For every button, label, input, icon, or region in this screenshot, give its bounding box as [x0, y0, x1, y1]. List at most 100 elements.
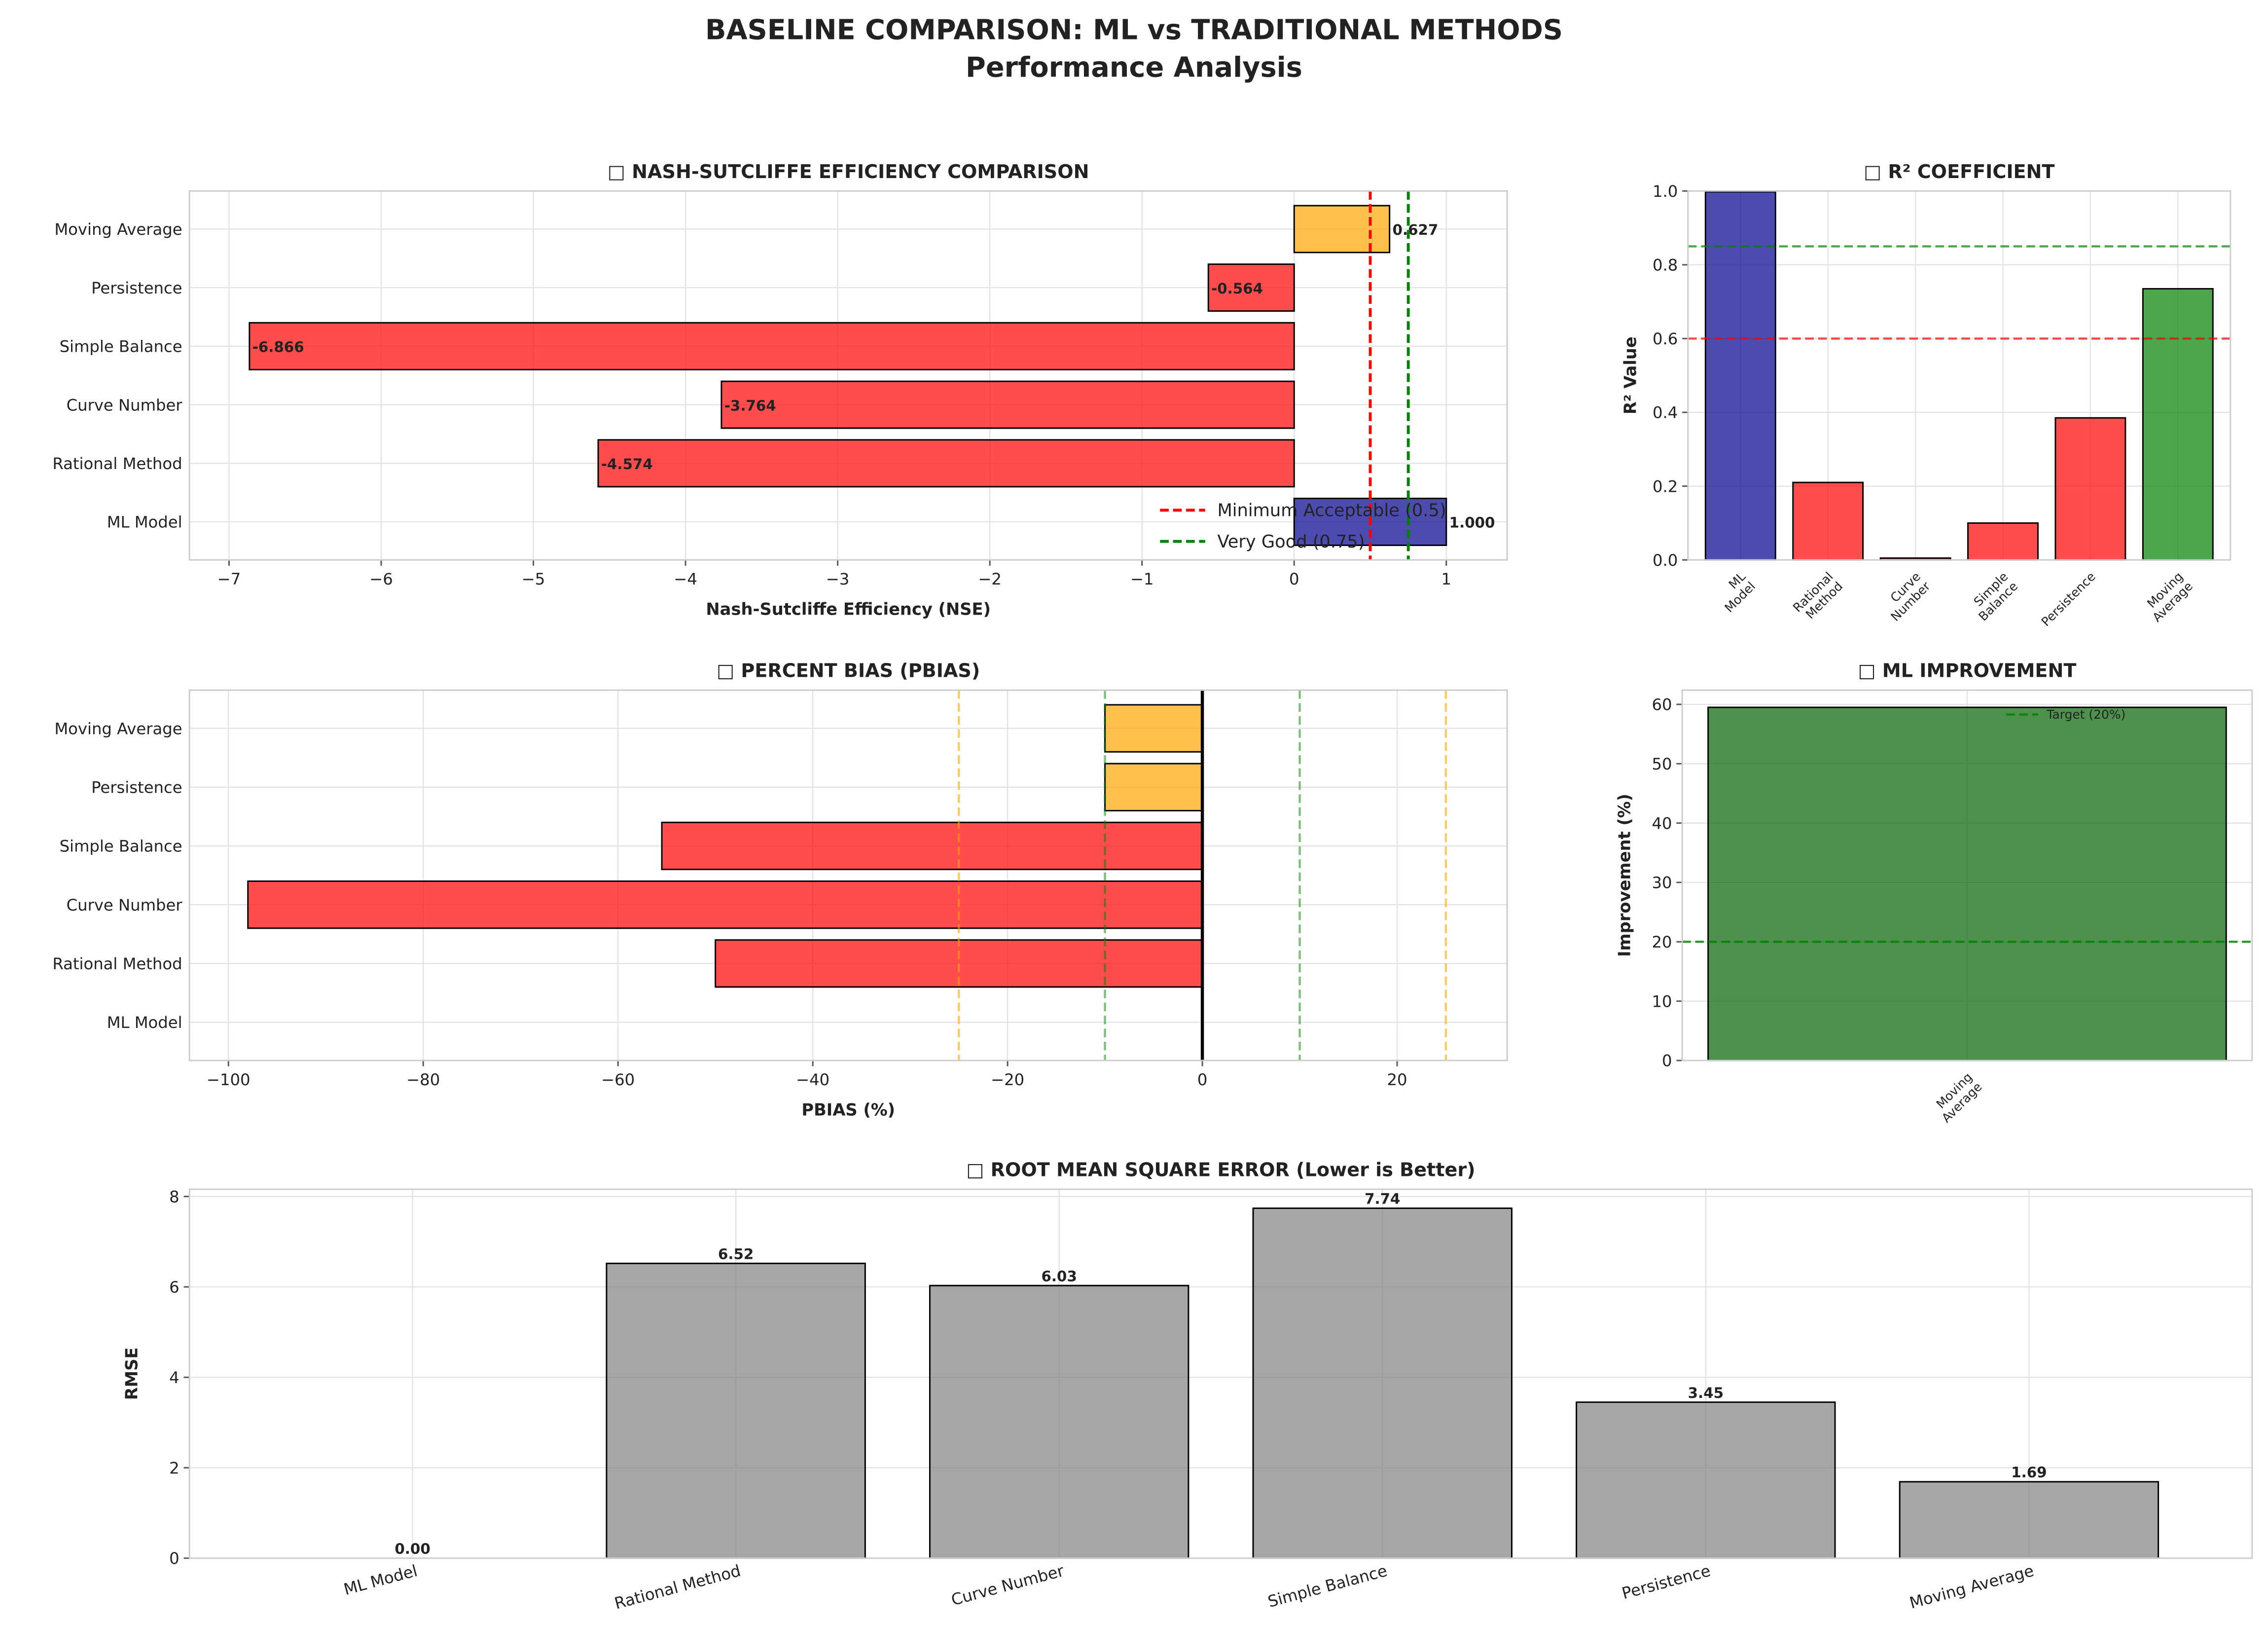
value-label: 0.627 — [1393, 221, 1439, 238]
x-tick-label: −60 — [601, 1070, 635, 1089]
subplot: □ ML IMPROVEMENT0102030405060MovingAvera… — [1615, 660, 2253, 1125]
axes-frame — [1687, 190, 2232, 561]
bar — [2054, 417, 2126, 561]
legend-label: Minimum Acceptable (0.5) — [1217, 501, 1446, 521]
value-label: -0.564 — [1211, 280, 1263, 297]
value-label: 6.52 — [718, 1246, 754, 1263]
y-tick-label: 20 — [1652, 933, 1672, 951]
x-tick-label: −6 — [369, 570, 393, 588]
x-tick-label: −4 — [674, 570, 697, 588]
value-label: -6.866 — [252, 339, 304, 356]
y-tick-label: Simple Balance — [60, 337, 182, 356]
value-label: 7.74 — [1365, 1191, 1400, 1207]
subplot-title: □ ROOT MEAN SQUARE ERROR (Lower is Bette… — [966, 1159, 1475, 1181]
axes-frame — [188, 1188, 2253, 1559]
y-tick-label: Rational Method — [52, 954, 182, 973]
y-tick-label: 10 — [1652, 992, 1672, 1011]
bar — [1576, 1401, 1836, 1559]
x-tick-label: −40 — [796, 1070, 829, 1089]
bar — [249, 322, 1295, 370]
subplot-title: □ PERCENT BIAS (PBIAS) — [717, 660, 980, 682]
bar — [247, 880, 1203, 929]
subplot: □ PERCENT BIAS (PBIAS) −100 −80 −60 −40 −20 0 2… — [52, 660, 1508, 1119]
axes-frame — [1681, 689, 2253, 1061]
y-axis-label: R² Value — [1620, 336, 1640, 414]
y-tick-label: 0.6 — [1653, 329, 1678, 348]
x-tick-label: −3 — [826, 570, 850, 588]
bar — [1899, 1481, 2160, 1559]
legend-label: Target (20%) — [2046, 707, 2125, 722]
y-tick-label: 2 — [169, 1459, 180, 1477]
y-tick-label: 0.0 — [1653, 551, 1678, 570]
y-tick-label: 0 — [169, 1549, 180, 1568]
bar — [1207, 263, 1295, 312]
y-tick-label: 40 — [1652, 814, 1672, 833]
subplot-title: □ NASH-SUTCLIFFE EFFICIENCY COMPARISON — [608, 161, 1089, 183]
y-tick-label: Moving Average — [54, 719, 182, 738]
y-tick-label: 0.8 — [1653, 256, 1678, 275]
y-tick-label: Curve Number — [67, 396, 183, 414]
y-tick-label: 4 — [169, 1368, 180, 1387]
x-tick-label: −7 — [217, 570, 241, 588]
axes-frame — [188, 689, 1508, 1061]
legend-label: Very Good (0.75) — [1217, 532, 1365, 552]
value-label: 1.69 — [2011, 1464, 2047, 1481]
value-label: -4.574 — [601, 456, 653, 473]
y-tick-label: 30 — [1652, 874, 1672, 892]
y-tick-label: Curve Number — [67, 896, 183, 914]
bar — [1967, 522, 2039, 561]
y-axis-label: Improvement (%) — [1615, 794, 1634, 957]
bar — [606, 1262, 866, 1559]
y-tick-label: 6 — [169, 1278, 180, 1297]
subplot: □ NASH-SUTCLIFFE EFFICIENCY COMPARISON −7… — [52, 161, 1508, 619]
y-tick-label: ML Model — [107, 513, 182, 532]
y-tick-label: 50 — [1652, 755, 1672, 773]
subplot-title: □ R² COEFFICIENT — [1864, 161, 2054, 183]
bar — [597, 439, 1295, 488]
bar — [1252, 1207, 1512, 1559]
x-tick-label: −80 — [406, 1070, 440, 1089]
y-axis-label: RMSE — [122, 1348, 142, 1400]
value-label: 6.03 — [1042, 1268, 1077, 1284]
x-tick-label: 0 — [1197, 1070, 1208, 1089]
x-tick-label: −5 — [522, 570, 545, 588]
bar — [2142, 288, 2214, 561]
bar — [1293, 205, 1391, 254]
subplot-title: □ ML IMPROVEMENT — [1858, 660, 2076, 682]
x-axis-label: Nash-Sutcliffe Efficiency (NSE) — [706, 600, 991, 619]
figure-title: BASELINE COMPARISON: ML vs TRADITIONAL M… — [705, 14, 1563, 46]
axes-frame — [188, 190, 1508, 561]
x-tick-label: −100 — [207, 1070, 251, 1089]
value-label: 1.000 — [1449, 514, 1495, 531]
x-tick-label: −20 — [991, 1070, 1024, 1089]
bar — [1792, 481, 1864, 561]
y-tick-label: 0.4 — [1653, 403, 1678, 422]
x-tick-label: −2 — [978, 570, 1002, 588]
bar — [1104, 763, 1203, 811]
y-tick-label: 0.2 — [1653, 477, 1678, 496]
y-tick-label: Simple Balance — [60, 837, 182, 856]
x-axis-label: PBIAS (%) — [801, 1100, 895, 1119]
y-tick-label: Moving Average — [54, 220, 182, 239]
y-tick-label: ML Model — [107, 1013, 182, 1032]
x-tick-label: 1 — [1441, 570, 1452, 588]
y-tick-label: 1.0 — [1653, 182, 1678, 201]
bar — [1104, 704, 1203, 753]
y-tick-label: Persistence — [91, 279, 182, 297]
bar — [1707, 706, 2227, 1061]
value-label: -3.764 — [724, 397, 776, 414]
value-label: 3.45 — [1688, 1385, 1724, 1401]
bar — [661, 821, 1203, 871]
x-tick-label: −1 — [1130, 570, 1154, 588]
y-tick-label: 8 — [169, 1187, 180, 1206]
value-label: 0.00 — [395, 1540, 430, 1557]
x-tick-label: 20 — [1387, 1070, 1407, 1089]
subplot: □ ROOT MEAN SQUARE ERROR (Lower is Bette… — [122, 1159, 2253, 1613]
bar — [929, 1284, 1189, 1559]
y-tick-label: Persistence — [91, 778, 182, 797]
figure-subtitle: Performance Analysis — [966, 52, 1302, 84]
y-tick-label: Rational Method — [52, 454, 182, 473]
bar — [720, 380, 1295, 429]
x-tick-label: 0 — [1289, 570, 1299, 588]
